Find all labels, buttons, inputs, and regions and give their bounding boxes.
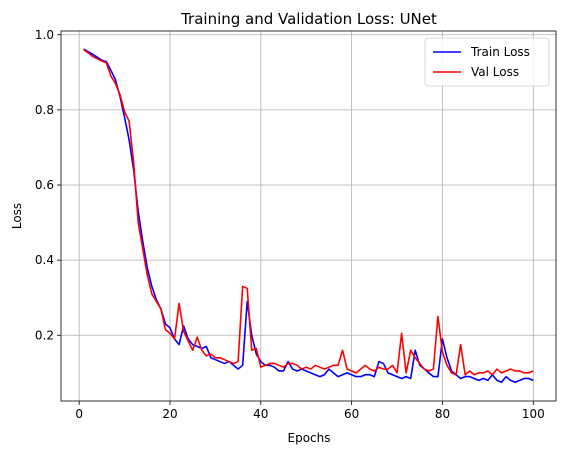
y-tick-label: 0.8 [35, 103, 54, 117]
x-tick-label: 0 [75, 407, 83, 421]
x-tick-label: 100 [522, 407, 545, 421]
legend: Train Loss Val Loss [424, 37, 550, 87]
plot-area: 0 20 40 60 80 100 0.2 0.4 0.6 0.8 1.0 [35, 28, 557, 421]
axes-frame [60, 30, 557, 402]
y-tick-label: 0.4 [35, 253, 54, 267]
series-line-1 [83, 49, 534, 376]
legend-box [424, 37, 550, 87]
y-axis-label: Loss [10, 203, 24, 229]
y-tick-label: 1.0 [35, 28, 54, 42]
x-tick-label: 80 [435, 407, 450, 421]
legend-label-1: Val Loss [471, 65, 519, 79]
legend-label-0: Train Loss [470, 45, 530, 59]
x-tick-label: 20 [162, 407, 177, 421]
y-tick-label: 0.6 [35, 178, 54, 192]
x-axis-label: Epochs [288, 431, 331, 445]
y-tick-label: 0.2 [35, 328, 54, 342]
x-tick-label: 40 [253, 407, 268, 421]
x-tick-label: 60 [344, 407, 359, 421]
chart-title: Training and Validation Loss: UNet [180, 10, 437, 28]
